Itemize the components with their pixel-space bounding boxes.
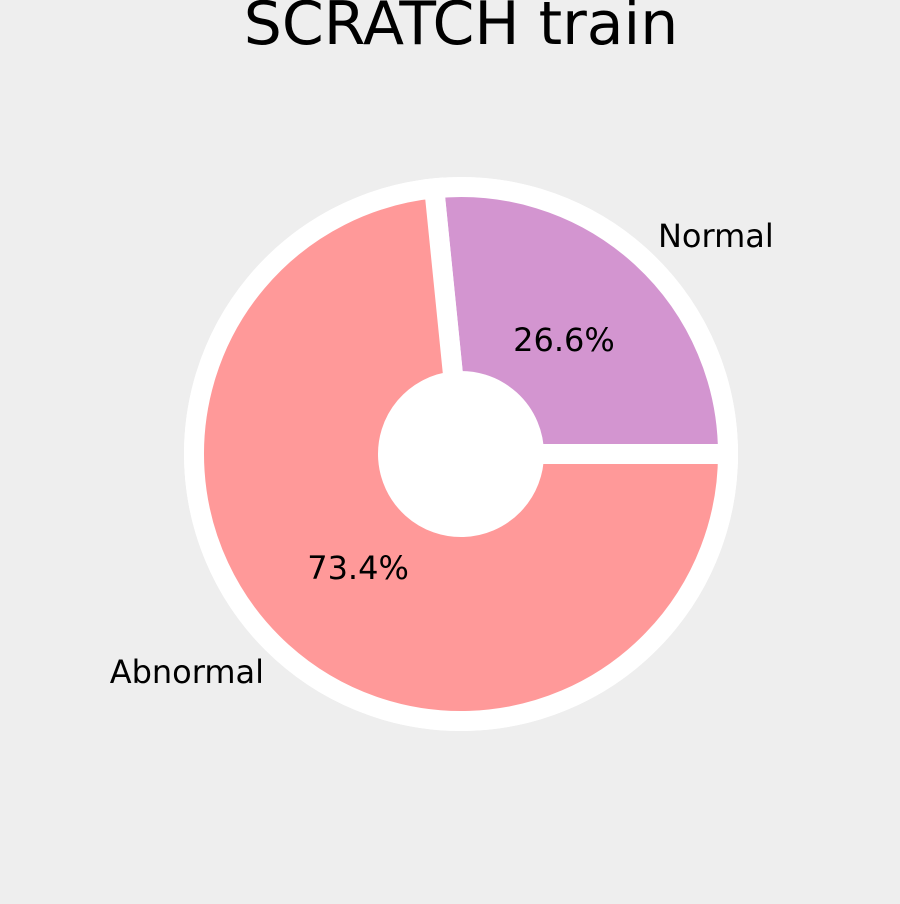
- chart-title: SCRATCH train: [244, 0, 679, 59]
- donut-hole: [398, 391, 524, 517]
- percent-label-normal: 26.6%: [513, 321, 615, 359]
- wedge-abnormal: [184, 177, 739, 731]
- category-label-abnormal: Abnormal: [110, 653, 264, 691]
- donut-ring: [184, 177, 739, 731]
- percent-label-abnormal: 73.4%: [307, 549, 409, 587]
- label-layer: 26.6% Normal 73.4% Abnormal: [110, 217, 774, 691]
- category-label-normal: Normal: [658, 217, 774, 255]
- wedge-normal: [423, 177, 739, 464]
